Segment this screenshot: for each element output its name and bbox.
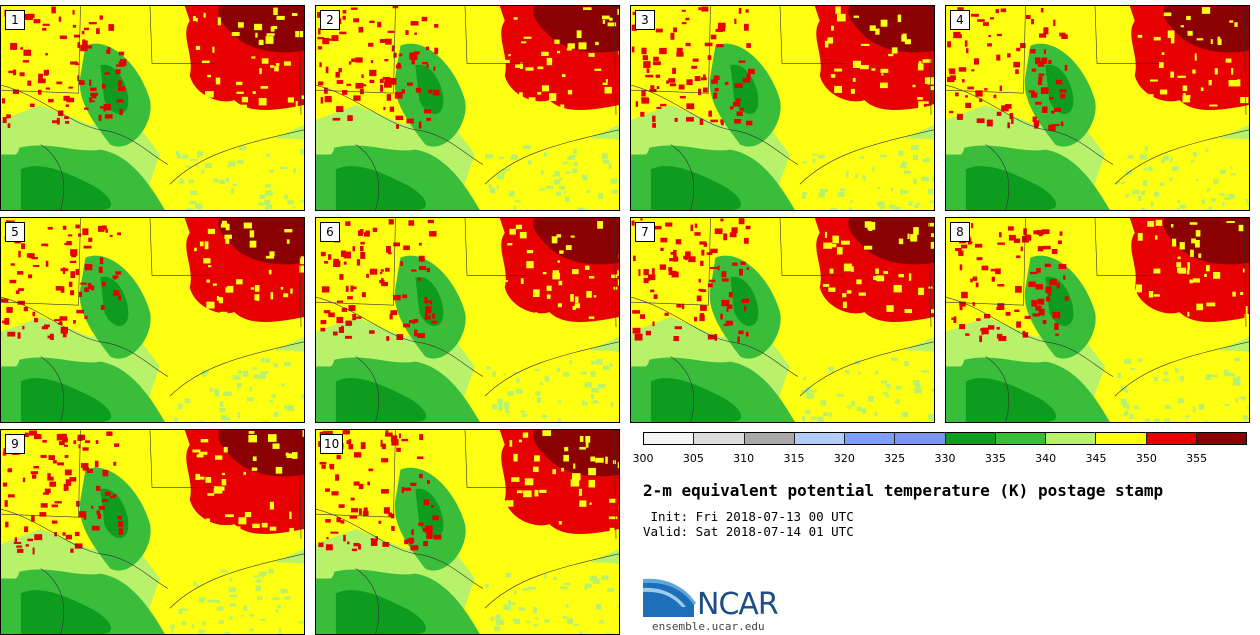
colorbar [643, 432, 1247, 445]
panel-number: 7 [635, 222, 655, 242]
ncar-logo-text: NCAR [697, 587, 779, 622]
colorbar-tick-label: 330 [934, 452, 956, 465]
map-panel-1: 1 [0, 5, 305, 211]
colorbar-tick-label: 305 [682, 452, 704, 465]
map-panel-5: 5 [0, 217, 305, 423]
colorbar-tick-label: 325 [884, 452, 906, 465]
panel-number: 3 [635, 10, 655, 30]
panel-number: 8 [950, 222, 970, 242]
plot-title: 2-m equivalent potential temperature (K)… [643, 481, 1164, 500]
map-panel-2: 2 [315, 5, 620, 211]
colorbar-segment [644, 433, 695, 444]
theta-e-field [316, 430, 619, 634]
colorbar-tick-label: 315 [783, 452, 805, 465]
colorbar-segment [995, 433, 1046, 444]
theta-e-field [316, 218, 619, 422]
panel-number: 6 [320, 222, 340, 242]
colorbar-segment [845, 433, 896, 444]
theta-e-field [631, 6, 934, 210]
theta-e-field [1, 6, 304, 210]
colorbar-tick-label: 355 [1186, 452, 1208, 465]
theta-e-field [946, 6, 1249, 210]
theta-e-field [631, 218, 934, 422]
colorbar-segment [794, 433, 845, 444]
colorbar-segment [1096, 433, 1147, 444]
colorbar-segment [1146, 433, 1197, 444]
colorbar-segment [895, 433, 946, 444]
map-panel-7: 7 [630, 217, 935, 423]
map-panel-9: 9 [0, 429, 305, 635]
colorbar-tick-label: 340 [1035, 452, 1057, 465]
theta-e-field [1, 218, 304, 422]
map-panel-8: 8 [945, 217, 1250, 423]
colorbar-ticks: 300 305 310 315 320 325 330 335 340 345 350 355 [633, 452, 1247, 466]
map-panel-3: 3 [630, 5, 935, 211]
colorbar-tick-label: 300 [632, 452, 654, 465]
colorbar-segment [945, 433, 996, 444]
panel-number: 4 [950, 10, 970, 30]
theta-e-field [316, 6, 619, 210]
colorbar-segment [694, 433, 745, 444]
panel-number: 1 [5, 10, 25, 30]
panel-number: 2 [320, 10, 340, 30]
map-panel-4: 4 [945, 5, 1250, 211]
colorbar-segment [1046, 433, 1097, 444]
panel-number: 9 [5, 434, 25, 454]
site-url: ensemble.ucar.edu [652, 620, 765, 633]
colorbar-segment [1196, 433, 1246, 444]
colorbar-segment [744, 433, 795, 444]
valid-time: Valid: Sat 2018-07-14 01 UTC [643, 524, 854, 539]
panel-number: 10 [320, 434, 344, 454]
colorbar-tick-label: 350 [1135, 452, 1157, 465]
theta-e-field [1, 430, 304, 634]
colorbar-tick-label: 335 [984, 452, 1006, 465]
map-panel-10: 10 [315, 429, 620, 635]
colorbar-tick-label: 345 [1085, 452, 1107, 465]
map-panel-6: 6 [315, 217, 620, 423]
colorbar-tick-label: 310 [733, 452, 755, 465]
theta-e-field [946, 218, 1249, 422]
ncar-logo [643, 578, 696, 617]
colorbar-tick-label: 320 [833, 452, 855, 465]
init-time: Init: Fri 2018-07-13 00 UTC [643, 509, 854, 524]
panel-number: 5 [5, 222, 25, 242]
